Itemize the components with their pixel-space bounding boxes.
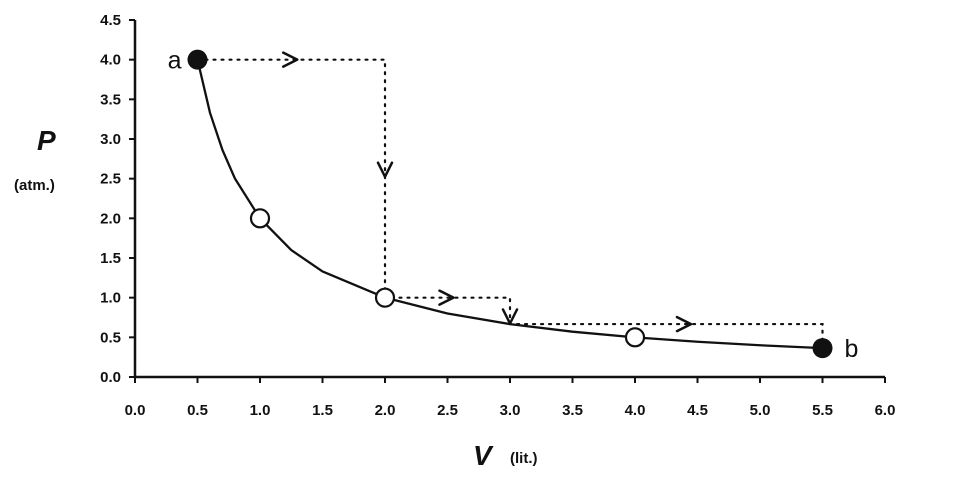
x-tick-label: 3.5 xyxy=(562,402,583,419)
y-tick-label: 2.0 xyxy=(100,210,121,227)
x-tick-label: 2.5 xyxy=(437,402,458,419)
ticks: 0.0 0.5 1.0 1.5 2.0 2.5 3.0 3.5 4.0 4.5 5.0 5.5 6.0 0… xyxy=(100,12,895,419)
arrow-head-right xyxy=(438,289,455,306)
x-tick-label: 4.0 xyxy=(625,402,646,419)
endpoint-b xyxy=(812,338,833,359)
y-tick-label: 3.0 xyxy=(100,131,121,148)
open-point xyxy=(249,208,271,229)
arrow-head-right xyxy=(675,315,693,333)
x-tick-label: 5.0 xyxy=(750,402,771,419)
x-tick-label: 2.0 xyxy=(375,402,396,419)
dotted-path xyxy=(196,51,824,350)
x-axis-title: V xyxy=(473,440,494,471)
isotherm-curve xyxy=(196,59,823,350)
arrow-head-down xyxy=(376,161,394,178)
y-axis-unit: (atm.) xyxy=(14,177,55,194)
x-tick-label: 4.5 xyxy=(687,402,708,419)
point-labels: ab xyxy=(168,47,859,363)
y-tick-label: 0.0 xyxy=(100,369,121,386)
y-tick-label: 3.5 xyxy=(100,91,121,108)
y-tick-label: 1.5 xyxy=(100,250,121,267)
x-tick-label: 0.0 xyxy=(125,402,146,419)
endpoint-label-a: a xyxy=(168,47,182,75)
endpoint-a xyxy=(187,49,208,70)
y-axis-title: P xyxy=(37,125,56,156)
x-tick-label: 1.0 xyxy=(250,402,271,419)
points xyxy=(187,49,833,359)
x-tick-label: 0.5 xyxy=(187,402,208,419)
open-point xyxy=(374,287,396,308)
y-tick-label: 0.5 xyxy=(100,329,121,346)
y-tick-label: 2.5 xyxy=(100,171,121,188)
y-tick-label: 4.5 xyxy=(100,12,121,29)
dotted-path-line xyxy=(196,58,824,350)
y-tick-label: 4.0 xyxy=(100,52,121,69)
arrow-head-right xyxy=(282,51,299,68)
x-tick-label: 3.0 xyxy=(500,402,521,419)
x-tick-label: 5.5 xyxy=(812,402,833,419)
x-tick-label: 1.5 xyxy=(312,402,333,419)
open-point xyxy=(624,327,646,348)
x-tick-label: 6.0 xyxy=(875,402,896,419)
y-tick-label: 1.0 xyxy=(100,290,121,307)
endpoint-label-b: b xyxy=(845,335,859,363)
x-axis-unit: (lit.) xyxy=(510,450,538,467)
isotherm-curve-group xyxy=(196,59,823,350)
